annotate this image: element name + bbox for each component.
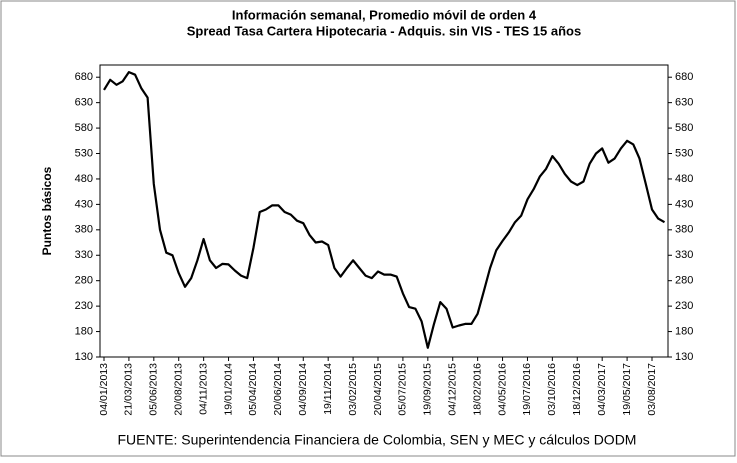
y2-tick-label: 680 bbox=[675, 71, 693, 83]
x-tick-label: 20/04/2015 bbox=[372, 363, 384, 416]
x-tick-label: 04/09/2014 bbox=[297, 363, 309, 416]
y2-tick-label: 130 bbox=[675, 351, 693, 363]
y2-tick-label: 430 bbox=[675, 198, 693, 210]
x-tick-label: 04/11/2013 bbox=[197, 363, 209, 415]
x-tick-label: 20/08/2013 bbox=[173, 363, 185, 416]
x-tick-label: 04/03/2017 bbox=[596, 363, 608, 416]
x-tick-label: 19/11/2014 bbox=[322, 363, 334, 415]
y2-tick-label: 330 bbox=[675, 249, 693, 261]
y-tick-label: 430 bbox=[75, 198, 93, 210]
y-tick-label: 480 bbox=[75, 173, 93, 185]
y-tick-label: 280 bbox=[75, 275, 93, 287]
y2-tick-label: 380 bbox=[675, 224, 693, 236]
y2-tick-label: 530 bbox=[675, 147, 693, 159]
y-tick-label: 230 bbox=[75, 300, 93, 312]
x-tick-label: 04/12/2015 bbox=[447, 363, 459, 416]
y-tick-label: 330 bbox=[75, 249, 93, 261]
y-tick-label: 180 bbox=[75, 325, 93, 337]
chart-title: Información semanal, Promedio móvil de o… bbox=[232, 7, 537, 22]
x-tick-label: 03/10/2016 bbox=[546, 363, 558, 416]
x-tick-label: 19/05/2017 bbox=[621, 363, 633, 416]
y2-tick-label: 630 bbox=[675, 97, 693, 109]
y-tick-label: 380 bbox=[75, 224, 93, 236]
y-tick-label: 130 bbox=[75, 351, 93, 363]
y2-tick-label: 180 bbox=[675, 325, 693, 337]
x-tick-label: 19/01/2014 bbox=[222, 363, 234, 416]
series-line bbox=[103, 71, 666, 349]
x-tick-label: 05/07/2015 bbox=[397, 363, 409, 416]
y-tick-label: 580 bbox=[75, 122, 93, 134]
y2-tick-label: 580 bbox=[675, 122, 693, 134]
x-tick-label: 03/02/2015 bbox=[347, 363, 359, 416]
y-tick-label: 630 bbox=[75, 97, 93, 109]
x-tick-label: 05/06/2013 bbox=[148, 363, 160, 416]
x-tick-label: 04/05/2016 bbox=[496, 363, 508, 416]
x-tick-label: 05/04/2014 bbox=[247, 363, 259, 416]
chart-subtitle: Spread Tasa Cartera Hipotecaria - Adquis… bbox=[187, 23, 581, 38]
y-tick-label: 530 bbox=[75, 147, 93, 159]
x-tick-label: 18/02/2016 bbox=[471, 363, 483, 416]
y2-tick-label: 280 bbox=[675, 275, 693, 287]
y2-tick-label: 480 bbox=[675, 173, 693, 185]
plot-frame bbox=[99, 64, 669, 358]
y-tick-label: 680 bbox=[75, 71, 93, 83]
x-tick-label: 18/12/2016 bbox=[571, 363, 583, 416]
source-note: FUENTE: Superintendencia Financiera de C… bbox=[118, 432, 637, 448]
y-axis-label: Puntos básicos bbox=[40, 166, 54, 255]
x-tick-label: 21/03/2013 bbox=[123, 363, 135, 416]
y2-tick-label: 230 bbox=[675, 300, 693, 312]
x-tick-label: 04/01/2013 bbox=[98, 363, 110, 416]
x-tick-label: 03/08/2017 bbox=[646, 363, 658, 416]
x-tick-label: 20/06/2014 bbox=[272, 363, 284, 416]
x-tick-label: 19/09/2015 bbox=[422, 363, 434, 416]
x-tick-label: 19/07/2016 bbox=[521, 363, 533, 416]
